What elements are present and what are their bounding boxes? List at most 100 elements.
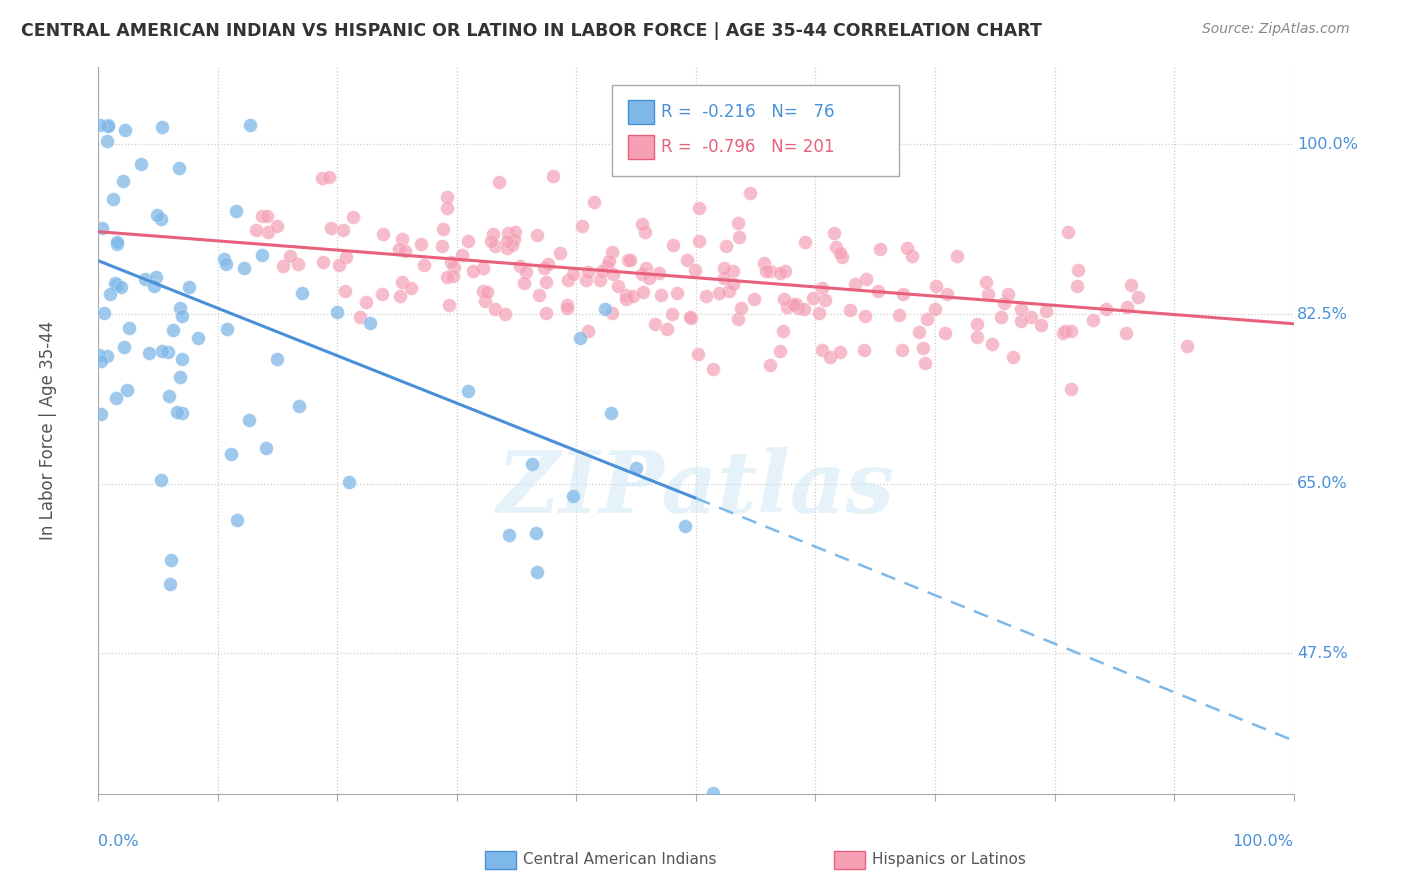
Point (134, 272, 156, 286)
Point (288, 399, 311, 413)
Point (785, 297, 807, 311)
Point (537, 257, 560, 271)
Point (891, 343, 914, 357)
Point (472, 260, 495, 275)
Text: In Labor Force | Age 35-44: In Labor Force | Age 35-44 (39, 321, 58, 540)
Point (974, 275, 997, 289)
Point (498, 527, 520, 541)
Point (775, 263, 797, 277)
Point (257, 225, 280, 239)
Point (1029, 318, 1052, 333)
Point (354, 295, 377, 310)
Point (266, 351, 288, 366)
Point (787, 301, 810, 316)
Point (437, 298, 460, 312)
Point (976, 286, 998, 301)
Point (596, 259, 619, 273)
Point (501, 238, 523, 252)
Point (617, 253, 640, 268)
Point (759, 264, 782, 278)
Point (142, 279, 165, 293)
Text: Source: ZipAtlas.com: Source: ZipAtlas.com (1202, 22, 1350, 37)
Point (117, 383, 139, 397)
Point (169, 370, 191, 384)
Point (555, 301, 578, 315)
Point (219, 447, 242, 461)
Point (89, 118, 111, 132)
Point (256, 209, 278, 223)
Point (562, 267, 585, 281)
Point (576, 265, 599, 279)
Point (811, 343, 834, 357)
Point (430, 239, 453, 253)
Point (1121, 277, 1143, 292)
Point (443, 260, 465, 275)
Point (349, 310, 371, 324)
Point (101, 192, 124, 206)
Point (1126, 290, 1149, 304)
Point (488, 175, 510, 189)
Point (810, 281, 832, 295)
Text: 82.5%: 82.5% (1298, 307, 1348, 322)
Point (914, 356, 936, 370)
Point (509, 259, 531, 273)
Point (575, 273, 598, 287)
Point (394, 244, 416, 258)
Point (727, 229, 749, 244)
Point (169, 161, 191, 175)
Point (335, 251, 357, 265)
Point (600, 244, 623, 259)
Point (107, 237, 129, 252)
Text: CENTRAL AMERICAN INDIAN VS HISPANIC OR LATINO IN LABOR FORCE | AGE 35-44 CORRELA: CENTRAL AMERICAN INDIAN VS HISPANIC OR L… (21, 22, 1042, 40)
Point (915, 311, 938, 326)
Point (783, 298, 806, 312)
Point (896, 241, 918, 255)
Point (450, 248, 472, 262)
Point (1115, 300, 1137, 314)
Point (853, 343, 876, 358)
Point (391, 275, 413, 289)
Point (391, 232, 413, 246)
Point (555, 297, 578, 311)
Point (150, 211, 173, 226)
Point (634, 225, 657, 239)
Point (96, 134, 118, 148)
Point (624, 461, 647, 475)
Point (825, 239, 848, 253)
Point (114, 123, 136, 137)
Point (676, 252, 699, 267)
Point (997, 287, 1019, 301)
Point (679, 310, 702, 324)
Point (373, 227, 395, 242)
Point (541, 169, 564, 183)
Point (457, 235, 479, 249)
Point (505, 226, 527, 240)
Point (946, 249, 969, 263)
Point (589, 273, 612, 287)
Point (686, 347, 709, 361)
Point (716, 239, 738, 253)
Point (318, 170, 340, 185)
Point (436, 190, 458, 204)
Point (441, 268, 464, 283)
Point (187, 331, 209, 345)
Point (411, 236, 433, 251)
Point (312, 254, 335, 268)
Point (727, 216, 749, 230)
Point (1115, 326, 1137, 340)
Point (1021, 310, 1043, 324)
FancyBboxPatch shape (628, 135, 654, 160)
Point (107, 235, 129, 249)
Point (891, 287, 914, 301)
Point (665, 285, 688, 300)
Point (713, 260, 735, 275)
Point (311, 170, 333, 185)
Point (908, 325, 931, 339)
Point (96, 350, 118, 364)
Point (1052, 326, 1074, 340)
Point (1057, 225, 1080, 239)
Point (721, 263, 744, 277)
Point (662, 238, 685, 252)
Point (112, 340, 135, 354)
Point (152, 120, 174, 134)
